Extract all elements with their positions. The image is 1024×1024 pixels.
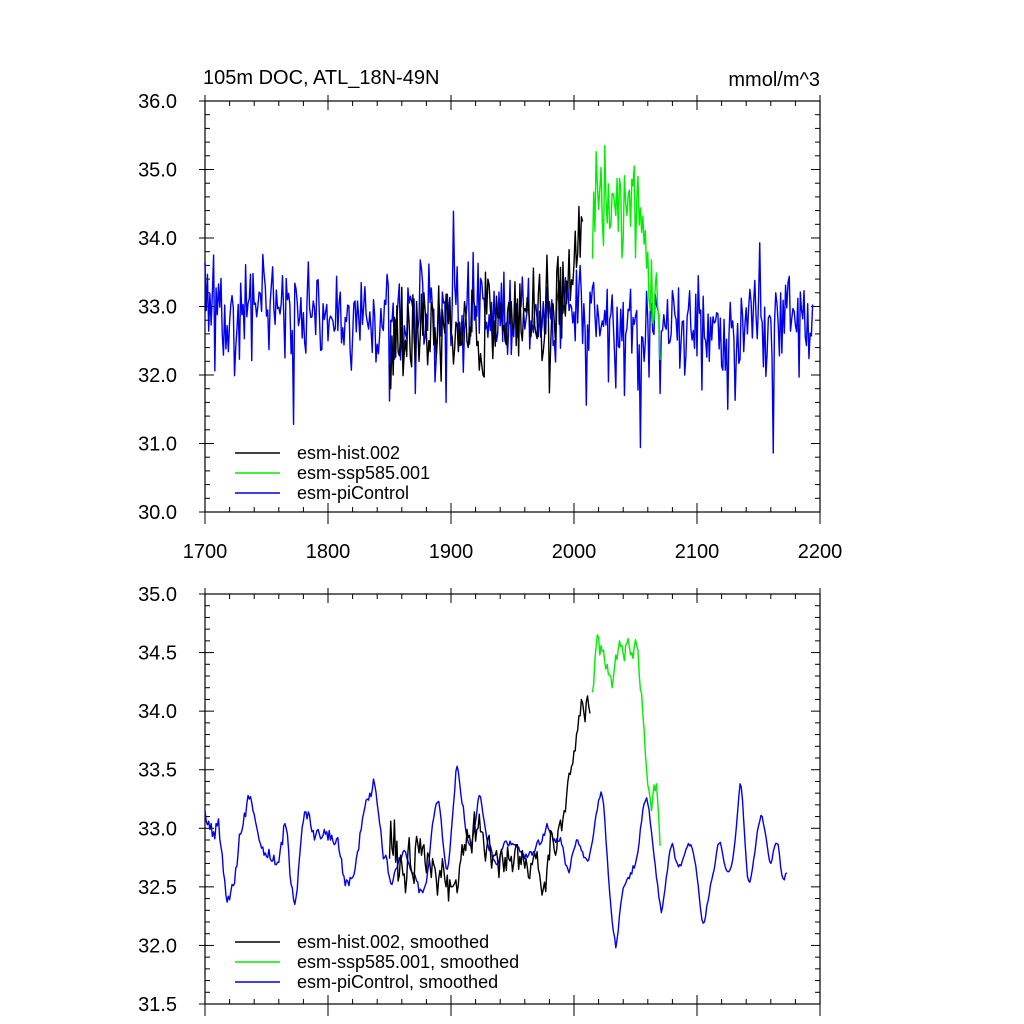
chart-title: 105m DOC, ATL_18N-49N [203, 67, 439, 89]
series-line-esm-hist-002-smoothed [388, 695, 591, 902]
y-tick-label: 30.0 [138, 502, 177, 524]
series-line-esm-picontrol-smoothed [204, 765, 788, 949]
y-tick-label: 35.0 [138, 160, 177, 182]
y-tick-label: 35.0 [138, 584, 177, 606]
bottom-axes-ticks: 31.5 32.0 32.5 33.0 33.5 34.0 34.5 35.0 [138, 584, 821, 1016]
y-tick-label: 32.5 [138, 877, 177, 899]
x-tick-label: 2200 [798, 541, 843, 563]
top-axes-ticks: 30.0 31.0 32.0 33.0 34.0 35.0 36.0 1700 1800 1900… [138, 91, 842, 563]
legend-label: esm-hist.002, smoothed [297, 932, 489, 952]
x-tick-label: 1700 [183, 541, 228, 563]
top-panel: 105m DOC, ATL_18N-49N mmol/m^3 30.031.03… [138, 67, 842, 563]
x-tick-label: 2100 [675, 541, 720, 563]
x-tick-label: 1800 [306, 541, 351, 563]
bottom-panel: 31.5 32.0 32.5 33.0 33.5 34.0 34.5 35.0 esm-his… [138, 584, 821, 1016]
legend-label: esm-ssp585.001 [297, 463, 430, 483]
y-tick-label: 31.0 [138, 434, 177, 456]
plot-frame-bottom [204, 593, 821, 1005]
units-label: mmol/m^3 [728, 69, 820, 91]
y-tick-label: 36.0 [138, 91, 177, 113]
series-line-esm-ssp585-001 [591, 144, 661, 360]
series-line-esm-hist-002 [388, 205, 584, 394]
legend-label: esm-piControl [297, 483, 409, 503]
bottom-series-layer [204, 634, 788, 949]
x-tick-label: 2000 [552, 541, 597, 563]
y-tick-label: 34.0 [138, 228, 177, 250]
top-series-layer [204, 144, 814, 454]
legend-label: esm-piControl, smoothed [297, 972, 498, 992]
y-tick-label: 32.0 [138, 365, 177, 387]
y-tick-label: 31.5 [138, 994, 177, 1016]
series-line-esm-ssp585-001-smoothed [591, 634, 661, 846]
series-line-esm-picontrol [204, 210, 814, 454]
y-tick-label: 33.0 [138, 818, 177, 840]
y-tick-label: 33.5 [138, 760, 177, 782]
y-tick-label: 33.0 [138, 297, 177, 319]
y-tick-label: 34.5 [138, 643, 177, 665]
y-tick-label: 32.0 [138, 935, 177, 957]
legend-label: esm-hist.002 [297, 443, 400, 463]
x-tick-label: 1900 [429, 541, 474, 563]
legend-label: esm-ssp585.001, smoothed [297, 952, 519, 972]
y-tick-label: 34.0 [138, 701, 177, 723]
